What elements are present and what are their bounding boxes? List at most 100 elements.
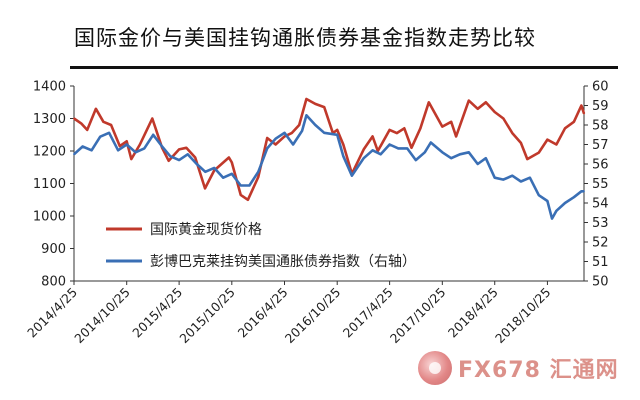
gold-price-point [266,137,269,139]
right-tick-label: 56 [592,158,609,173]
legend-label: 国际黄金现货价格 [150,221,262,238]
x-tick-label: 2015/4/25 [129,285,185,341]
tips-index-point [484,157,487,160]
gold-price-point [502,117,505,120]
tips-index-point [230,172,233,175]
gold-price-point [80,122,83,125]
gold-price-point [86,129,89,131]
tips-index-point [502,178,505,181]
tips-index-point [414,159,417,162]
watermark-text: FX678 汇通网 [458,358,619,383]
tips-index-point [551,217,553,220]
tips-index-point [529,176,531,179]
gold-price-line [73,97,586,202]
x-tick-label: 2017/10/25 [387,285,449,347]
gold-price-point [583,112,585,115]
gold-price-point [102,120,105,123]
gold-price-point [185,146,188,149]
chart-title: 国际金价与美国挂钩通胀债券基金指数走势比较 [74,26,536,50]
gold-price-point [371,135,374,138]
tips-index-point [248,184,251,187]
gold-price-point [110,124,112,126]
tips-index-point [125,143,128,146]
tips-index-point [362,157,365,160]
gold-price-point [204,187,206,190]
right-tick-label: 50 [592,275,609,290]
tips-index-point [108,131,110,134]
fx678-logo-icon [418,351,452,385]
left-tick-label: 1000 [33,210,66,225]
gold-price-point [274,143,277,146]
left-tick-label: 1400 [33,80,66,95]
right-tick-label: 51 [592,255,609,270]
x-tick-label: 2016/10/25 [282,285,344,347]
gold-price-point [493,111,496,113]
tips-index-point [323,131,326,134]
tips-index-point [580,190,583,193]
series-layer [73,97,586,220]
tips-index-point [134,151,137,154]
tips-index-point [342,155,345,158]
x-tick-label: 2015/10/25 [176,285,238,347]
gold-price-point [314,103,317,105]
gold-price-point [290,132,293,135]
gold-price-point [555,143,558,146]
tips-index-point [301,129,303,132]
tips-index-point [564,202,566,204]
tips-index-point [81,145,84,148]
gold-price-point [178,148,181,151]
gold-price-point [130,158,133,161]
gold-price-point [546,138,549,141]
tips-index-point [583,190,585,193]
tips-index-point [222,176,225,179]
gold-price-point [139,143,141,146]
tips-index-point [152,133,155,136]
gold-price-point [388,129,391,131]
x-tick-label: 2016/4/25 [235,285,291,341]
tips-index-point [351,174,353,177]
right-tick-label: 52 [592,236,609,251]
gold-price-point [230,161,233,164]
tips-index-point [99,135,102,138]
gold-price-point [342,143,345,146]
x-tick-label: 2014/10/25 [71,285,133,347]
gold-price-point [194,156,197,159]
tips-index-point [161,145,164,148]
tips-index-point [467,151,470,154]
tips-index-point [117,149,119,152]
tips-index-point [555,209,558,212]
tips-index-point [143,147,146,150]
gold-price-point [410,146,413,149]
right-tick-label: 58 [592,119,609,134]
tips-index-point [450,157,453,160]
gold-price-point [455,135,457,138]
gold-price-point [484,101,487,104]
tips-index-point [283,131,286,134]
gold-price-point [580,104,583,107]
tips-index-point [257,170,260,173]
tips-index-point [441,151,444,154]
legend-label: 彭博巴克莱挂钩美国通胀债券指数（右轴） [150,253,416,270]
gold-price-point [441,125,444,128]
left-tick-label: 1300 [33,112,66,127]
gold-price-point [467,99,470,102]
tips-index-point [388,143,391,146]
gold-price-point [564,127,566,130]
right-tick-label: 55 [592,177,609,192]
gold-price-point [419,127,422,130]
gold-price-point [450,120,453,123]
gold-price-point [118,145,121,148]
right-tick-label: 57 [592,138,609,153]
tips-index-point [178,159,181,162]
gold-price-point [151,117,154,120]
tips-index-point [266,147,269,150]
tips-index-point [459,153,461,156]
gold-price-point [167,159,170,162]
tips-index-line [73,114,584,220]
gold-price-point [520,142,522,144]
gold-price-point [323,106,326,108]
tips-index-point [73,153,75,156]
tips-index-point [371,149,374,152]
tips-index-point [546,200,549,202]
